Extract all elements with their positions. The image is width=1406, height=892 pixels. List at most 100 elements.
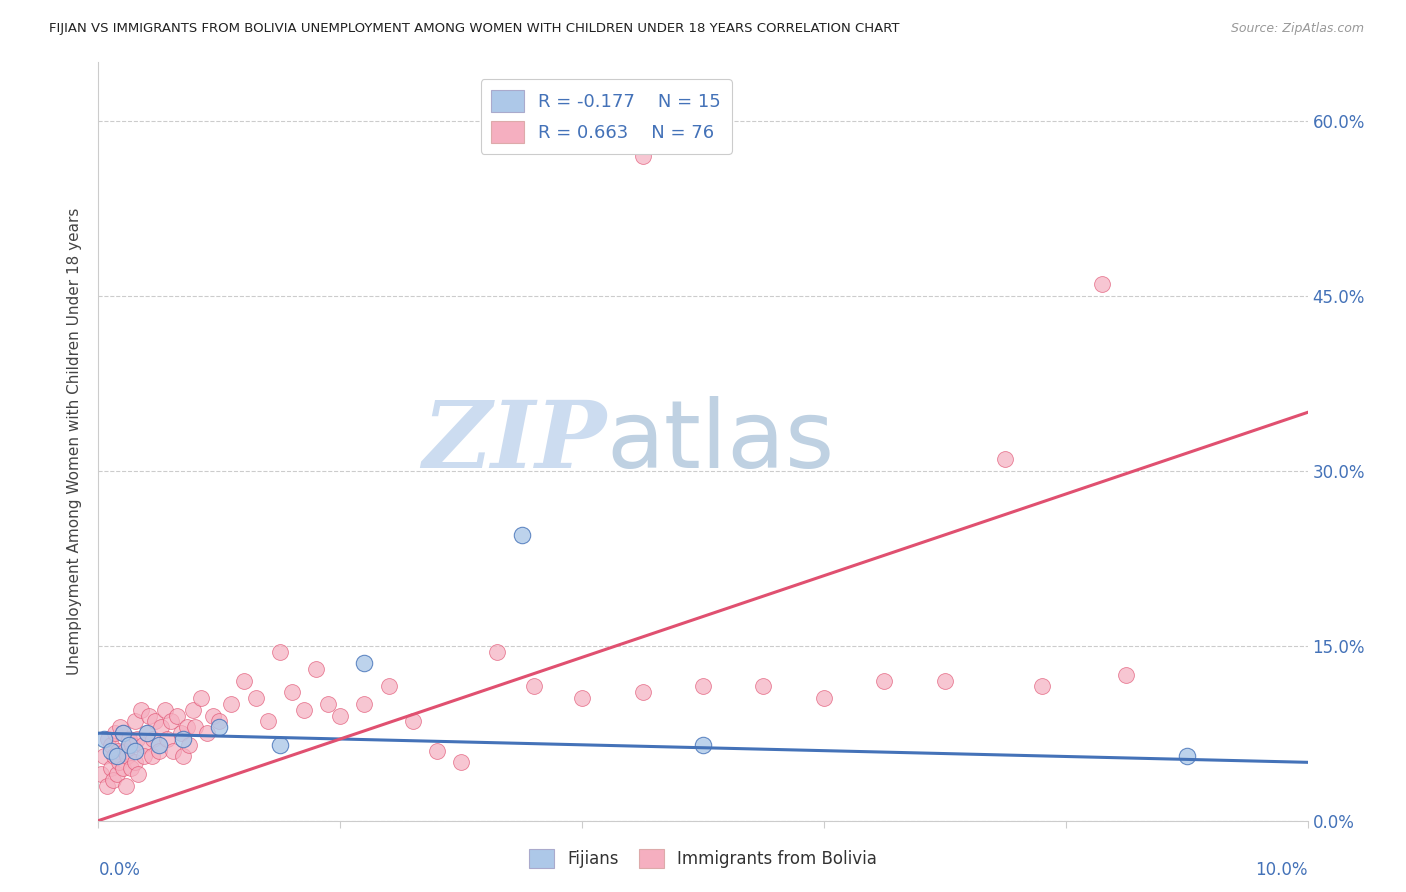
Point — [141, 749, 163, 764]
Y-axis label: Unemployment Among Women with Children Under 18 years: Unemployment Among Women with Children U… — [67, 208, 83, 675]
Point — [752, 680, 775, 694]
Point — [121, 738, 143, 752]
Point — [208, 714, 231, 729]
Point — [111, 726, 134, 740]
Point — [142, 731, 165, 746]
Point — [100, 744, 122, 758]
Point — [118, 738, 141, 752]
Text: Source: ZipAtlas.com: Source: ZipAtlas.com — [1230, 22, 1364, 36]
Point — [1031, 680, 1053, 694]
Point — [232, 673, 254, 688]
Point — [114, 744, 136, 758]
Point — [107, 744, 129, 758]
Point — [450, 756, 472, 770]
Point — [172, 731, 194, 746]
Point — [160, 714, 183, 729]
Point — [105, 767, 128, 781]
Point — [111, 726, 134, 740]
Point — [181, 703, 204, 717]
Point — [1175, 749, 1198, 764]
Point — [108, 756, 131, 770]
Point — [96, 779, 118, 793]
Legend: R = -0.177    N = 15, R = 0.663    N = 76: R = -0.177 N = 15, R = 0.663 N = 76 — [481, 79, 733, 153]
Point — [100, 738, 122, 752]
Point — [169, 726, 191, 740]
Point — [353, 697, 375, 711]
Point — [269, 644, 291, 658]
Point — [1091, 277, 1114, 291]
Point — [377, 680, 399, 694]
Point — [108, 720, 131, 734]
Point — [101, 772, 124, 787]
Point — [426, 744, 449, 758]
Point — [120, 761, 142, 775]
Point — [486, 644, 509, 658]
Point — [138, 708, 160, 723]
Point — [316, 697, 339, 711]
Point — [281, 685, 304, 699]
Point — [1115, 668, 1137, 682]
Point — [571, 691, 593, 706]
Text: 0.0%: 0.0% — [98, 862, 141, 880]
Point — [692, 738, 714, 752]
Text: ZIP: ZIP — [422, 397, 606, 486]
Point — [124, 756, 146, 770]
Point — [873, 673, 896, 688]
Point — [329, 708, 352, 723]
Point — [117, 749, 139, 764]
Point — [190, 691, 212, 706]
Point — [103, 749, 125, 764]
Point — [118, 731, 141, 746]
Point — [292, 703, 315, 717]
Point — [631, 149, 654, 163]
Point — [143, 714, 166, 729]
Point — [176, 720, 198, 734]
Point — [195, 726, 218, 740]
Point — [172, 749, 194, 764]
Point — [129, 703, 152, 717]
Point — [245, 691, 267, 706]
Point — [153, 703, 176, 717]
Point — [148, 744, 170, 758]
Point — [994, 452, 1017, 467]
Point — [134, 749, 156, 764]
Text: 10.0%: 10.0% — [1256, 862, 1308, 880]
Point — [934, 673, 956, 688]
Point — [97, 731, 120, 746]
Point — [93, 749, 115, 764]
Point — [402, 714, 425, 729]
Point — [148, 738, 170, 752]
Point — [184, 720, 207, 734]
Point — [631, 685, 654, 699]
Point — [127, 767, 149, 781]
Point — [135, 726, 157, 740]
Point — [135, 726, 157, 740]
Point — [105, 749, 128, 764]
Point — [256, 714, 278, 729]
Point — [692, 680, 714, 694]
Point — [124, 714, 146, 729]
Point — [127, 731, 149, 746]
Point — [150, 720, 173, 734]
Legend: Fijians, Immigrants from Bolivia: Fijians, Immigrants from Bolivia — [522, 842, 884, 875]
Point — [124, 744, 146, 758]
Point — [104, 726, 127, 740]
Point — [156, 731, 179, 746]
Text: FIJIAN VS IMMIGRANTS FROM BOLIVIA UNEMPLOYMENT AMONG WOMEN WITH CHILDREN UNDER 1: FIJIAN VS IMMIGRANTS FROM BOLIVIA UNEMPL… — [49, 22, 900, 36]
Point — [202, 708, 225, 723]
Point — [813, 691, 835, 706]
Point — [90, 767, 112, 781]
Point — [166, 708, 188, 723]
Point — [208, 720, 231, 734]
Point — [353, 656, 375, 670]
Point — [179, 738, 201, 752]
Point — [162, 744, 184, 758]
Point — [93, 731, 115, 746]
Point — [510, 528, 533, 542]
Point — [132, 738, 155, 752]
Point — [115, 779, 138, 793]
Point — [111, 761, 134, 775]
Point — [269, 738, 291, 752]
Text: atlas: atlas — [606, 395, 835, 488]
Point — [305, 662, 328, 676]
